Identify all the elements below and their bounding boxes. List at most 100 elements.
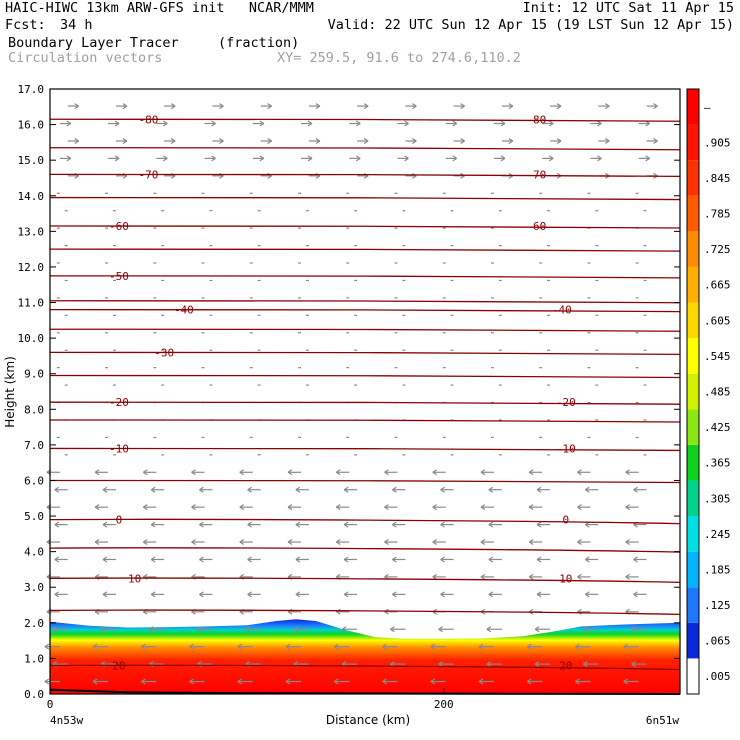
vector-head <box>307 155 313 162</box>
vector-head <box>440 486 445 493</box>
xy-label: XY= 259.5, 91.6 to 274.6,110.2 <box>277 50 521 66</box>
vector-head <box>486 626 492 633</box>
contour-label: 20 <box>112 660 125 673</box>
vector-head <box>100 626 106 633</box>
vector-head <box>577 504 582 511</box>
y-tick-label: 15.0 <box>18 154 45 167</box>
temperature-contour <box>49 248 681 252</box>
vector-head <box>102 556 108 563</box>
colorbar-label: .785 <box>704 208 731 221</box>
vector-head <box>285 643 291 650</box>
temperature-contour <box>49 308 681 313</box>
vector-head <box>432 539 438 546</box>
colorbar-label: .545 <box>704 350 731 363</box>
vector-head <box>162 155 168 162</box>
temperature-contour <box>49 401 681 405</box>
vector-head <box>54 556 60 563</box>
vector-head <box>577 469 582 476</box>
vector-head <box>548 155 554 162</box>
vector-head <box>219 103 224 110</box>
vector-head <box>486 661 492 668</box>
vector-head <box>94 539 100 546</box>
vector-head <box>140 678 146 685</box>
vector-head <box>604 137 610 144</box>
vector-head <box>285 678 291 685</box>
colorbar-label: .845 <box>704 172 731 185</box>
y-tick-label: 6.0 <box>24 474 44 487</box>
vector-head <box>508 137 514 144</box>
vector-head <box>237 643 243 650</box>
vector-head <box>54 521 60 528</box>
colorbar-label: .005 <box>704 670 731 683</box>
vector-head <box>382 643 387 650</box>
vector-head <box>528 469 534 476</box>
y-tick-label: 10.0 <box>18 332 45 345</box>
vector-head <box>363 137 369 144</box>
colorbar-label: .305 <box>704 492 731 505</box>
vector-head <box>633 591 638 598</box>
vector-head <box>191 539 196 546</box>
y-tick-label: 4.0 <box>24 546 44 559</box>
vector-head <box>384 504 389 511</box>
y-axis: 0.0 1.0 2.0 3.0 4.0 5.0 6.0 7.0 8.0 9.0 10.0 11.0 12… <box>18 83 680 701</box>
colorbar-swatch <box>687 409 699 445</box>
colorbar-label: – <box>704 101 711 114</box>
vector-head <box>534 661 540 668</box>
colorbar-label: .185 <box>704 563 731 576</box>
vector-head <box>625 469 630 476</box>
vector-head <box>526 643 532 650</box>
vector-head <box>170 137 176 144</box>
tracer-field-fill <box>50 619 680 694</box>
vector-head <box>199 556 204 563</box>
vector-head <box>211 120 216 127</box>
colorbar-label: .245 <box>704 528 731 541</box>
vector-head <box>488 521 494 528</box>
colorbar-swatch <box>687 338 699 374</box>
colorbar-swatch <box>687 195 699 232</box>
y-tick-label: 13.0 <box>18 225 45 238</box>
temperature-contour <box>49 419 681 423</box>
vector-head <box>66 155 72 162</box>
vector-head <box>150 591 156 598</box>
colorbar-swatch <box>687 516 699 552</box>
vector-head <box>355 120 361 127</box>
vector-head <box>452 155 458 162</box>
vector-head <box>432 504 438 511</box>
vector-head <box>584 591 590 598</box>
vector-head <box>94 504 100 511</box>
temperature-contour <box>49 447 681 452</box>
vector-head <box>631 626 636 633</box>
vector-head <box>189 643 194 650</box>
vector-head <box>653 137 658 144</box>
colorbar-frame <box>686 88 700 695</box>
colorbar-swatch <box>687 266 699 303</box>
forecast-value: 34 h <box>60 17 93 33</box>
vector-head <box>295 591 301 598</box>
contour-label: -70 <box>139 168 159 181</box>
temperature-contour <box>49 299 681 304</box>
vector-head <box>623 643 628 650</box>
vector-head <box>114 120 120 127</box>
vector-head <box>44 643 50 650</box>
colorbar-label: .905 <box>704 136 731 149</box>
vector-head <box>478 678 484 685</box>
vector-head <box>412 137 417 144</box>
vector-head <box>237 678 243 685</box>
vector-head <box>343 521 349 528</box>
vector-head <box>480 504 486 511</box>
vector-head <box>92 678 98 685</box>
vector-head <box>382 678 387 685</box>
vector-head <box>170 103 176 110</box>
colorbar-swatch <box>687 587 699 623</box>
colorbar-swatch <box>687 89 699 125</box>
vector-head <box>247 556 252 563</box>
vector-head <box>333 643 339 650</box>
x-tick-label: 0 <box>47 698 54 711</box>
vector-head <box>508 103 514 110</box>
vector-head <box>191 504 196 511</box>
colorbar-swatch <box>687 622 699 659</box>
y-tick-label: 0.0 <box>24 688 44 701</box>
vector-head <box>631 661 636 668</box>
vector-head <box>142 539 148 546</box>
vector-head <box>94 469 100 476</box>
